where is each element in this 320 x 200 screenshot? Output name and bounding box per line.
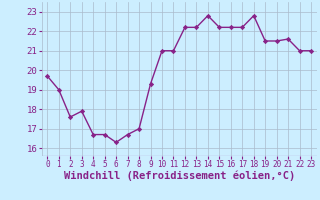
X-axis label: Windchill (Refroidissement éolien,°C): Windchill (Refroidissement éolien,°C) bbox=[64, 171, 295, 181]
